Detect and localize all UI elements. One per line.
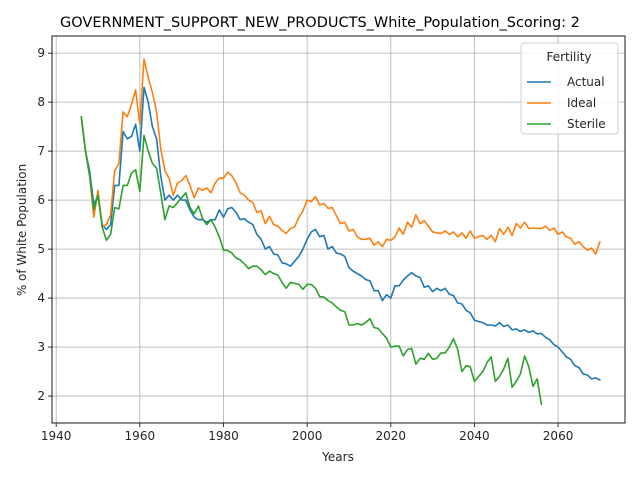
y-axis-label: % of White Population bbox=[15, 164, 29, 296]
x-tick-label: 1960 bbox=[125, 429, 156, 443]
legend-box bbox=[520, 42, 619, 135]
y-tick-label: 4 bbox=[37, 291, 45, 305]
axis-ticks: 1940 1960 1980 2000 2020 2040 2060 2 3 4 5 6 7 8 9 bbox=[37, 46, 573, 443]
x-tick-label: 2000 bbox=[292, 429, 323, 443]
y-tick-label: 7 bbox=[37, 144, 45, 158]
series-line-actual bbox=[80, 86, 601, 381]
x-tick-label: 1940 bbox=[41, 429, 72, 443]
y-tick-label: 6 bbox=[37, 193, 45, 207]
x-tick-label: 2040 bbox=[459, 429, 490, 443]
x-tick-label: 2060 bbox=[543, 429, 574, 443]
legend-entries: Actual Ideal Sterile bbox=[527, 75, 606, 131]
y-tick-label: 8 bbox=[37, 95, 45, 109]
series-line-sterile bbox=[80, 116, 543, 406]
legend-label-ideal: Ideal bbox=[567, 96, 596, 110]
chart-title: GOVERNMENT_SUPPORT_NEW_PRODUCTS_White_Po… bbox=[60, 15, 580, 31]
legend-title: Fertility bbox=[546, 50, 591, 64]
series-line-ideal bbox=[80, 58, 601, 255]
x-tick-label: 2020 bbox=[376, 429, 407, 443]
y-tick-label: 2 bbox=[37, 389, 45, 403]
grid-lines bbox=[52, 36, 625, 423]
plot-area-frame bbox=[51, 35, 626, 424]
legend: Fertility Actual Ideal Sterile bbox=[520, 42, 619, 135]
y-tick-label: 9 bbox=[37, 46, 45, 60]
legend-label-sterile: Sterile bbox=[567, 117, 606, 131]
x-axis-label: Years bbox=[321, 450, 354, 464]
y-tick-label: 5 bbox=[37, 242, 45, 256]
x-tick-label: 1980 bbox=[208, 429, 239, 443]
legend-label-actual: Actual bbox=[567, 75, 605, 89]
y-tick-label: 3 bbox=[37, 340, 45, 354]
series-lines bbox=[80, 58, 601, 406]
